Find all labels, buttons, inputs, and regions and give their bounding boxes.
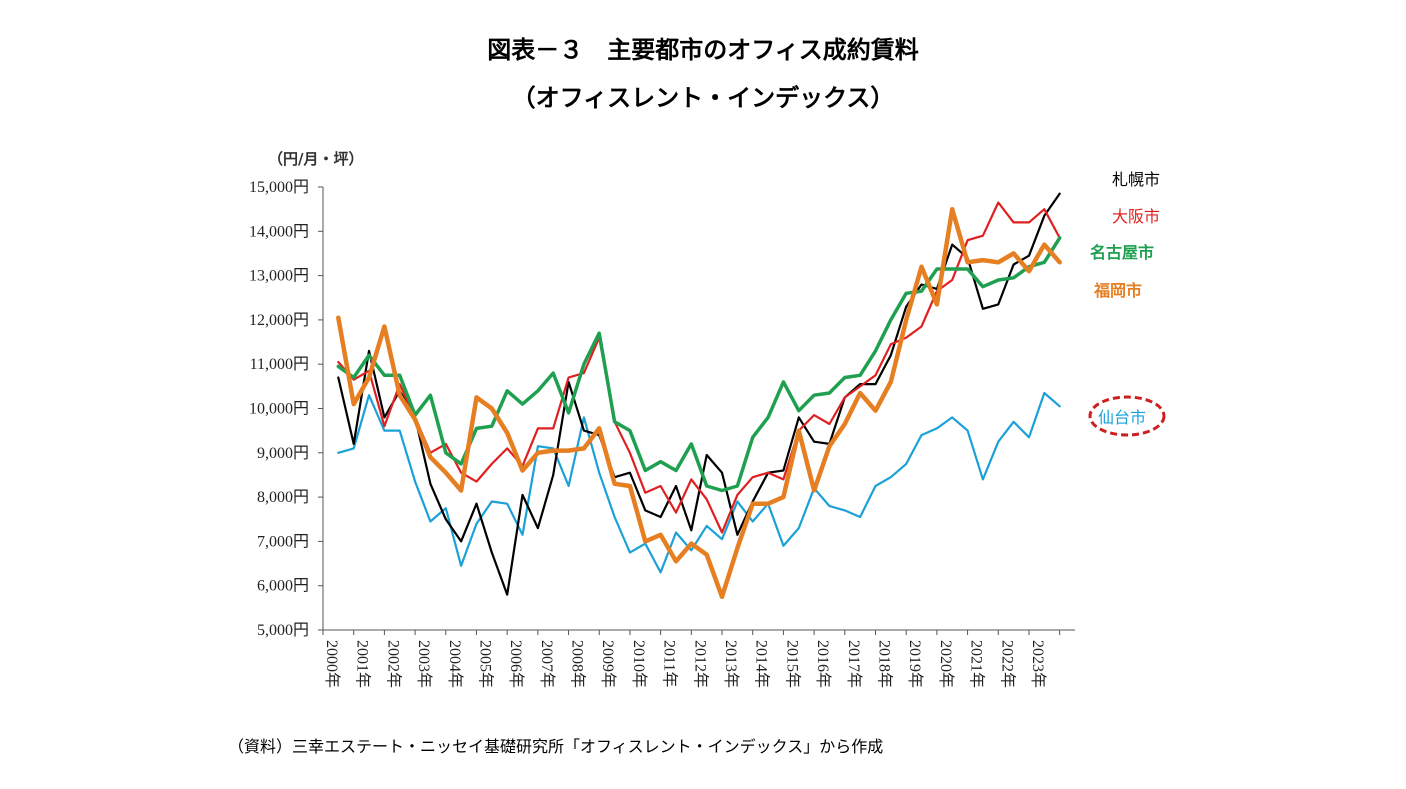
chart-subtitle: （オフィスレント・インデックス） [511,84,895,112]
x-tick-label: 2009年 [599,640,617,688]
legend-label-札幌市: 札幌市 [1112,170,1160,189]
x-tick-label: 2018年 [875,640,893,688]
series-line-福岡市 [336,206,1062,600]
y-tick-label: 5,000円 [257,622,309,639]
x-tick-label: 2011年 [661,640,679,687]
y-tick-label: 9,000円 [257,445,309,462]
x-tick-label: 2015年 [783,640,801,688]
x-tick-label: 2008年 [569,640,587,688]
legend-label-仙台市: 仙台市 [1098,408,1146,427]
x-tick-label: 2020年 [937,640,955,688]
x-tick-label: 2019年 [906,640,924,688]
x-tick-label: 2010年 [630,640,648,688]
y-tick-label: 11,000円 [250,356,309,373]
series-line-札幌市 [337,192,1061,596]
highlight-ellipse [1088,395,1166,437]
y-axis-unit-label: （円/月・坪） [268,150,364,168]
x-tick-label: 2013年 [722,640,740,688]
source-note: （資料）三幸エステート・ニッセイ基礎研究所「オフィスレント・インデックス」から作… [228,737,884,756]
y-tick-label: 14,000円 [249,223,309,240]
y-tick-label: 10,000円 [249,401,309,418]
x-tick-label: 2000年 [323,640,341,688]
x-tick-label: 2002年 [384,640,402,688]
x-tick-label: 2005年 [476,640,494,688]
x-tick-label: 2012年 [691,640,709,688]
series-line-仙台市 [337,391,1061,574]
y-tick-label: 13,000円 [249,268,309,285]
y-tick-label: 6,000円 [257,578,309,595]
x-tick-label: 2023年 [1029,640,1047,688]
series-line-大阪市 [337,201,1061,534]
y-tick-label: 7,000円 [257,533,309,550]
x-tick-label: 2006年 [507,640,525,688]
legend-label-大阪市: 大阪市 [1112,207,1160,226]
x-tick-label: 2003年 [415,640,433,688]
chart-title: 図表－３ 主要都市のオフィス成約賃料 [487,36,919,64]
x-tick-label: 2007年 [538,640,556,688]
series-line-名古屋市 [336,236,1062,493]
x-tick-label: 2021年 [968,640,986,688]
x-tick-label: 2001年 [354,640,372,688]
y-tick-label: 12,000円 [249,312,309,329]
y-tick-label: 15,000円 [249,179,309,196]
x-tick-label: 2016年 [814,640,832,688]
x-tick-label: 2017年 [845,640,863,688]
x-tick-label: 2004年 [446,640,464,688]
x-tick-label: 2022年 [998,640,1016,688]
legend-label-名古屋市: 名古屋市 [1090,243,1154,262]
y-tick-label: 8,000円 [257,489,309,506]
legend-label-福岡市: 福岡市 [1093,281,1142,300]
x-tick-label: 2014年 [753,640,771,688]
